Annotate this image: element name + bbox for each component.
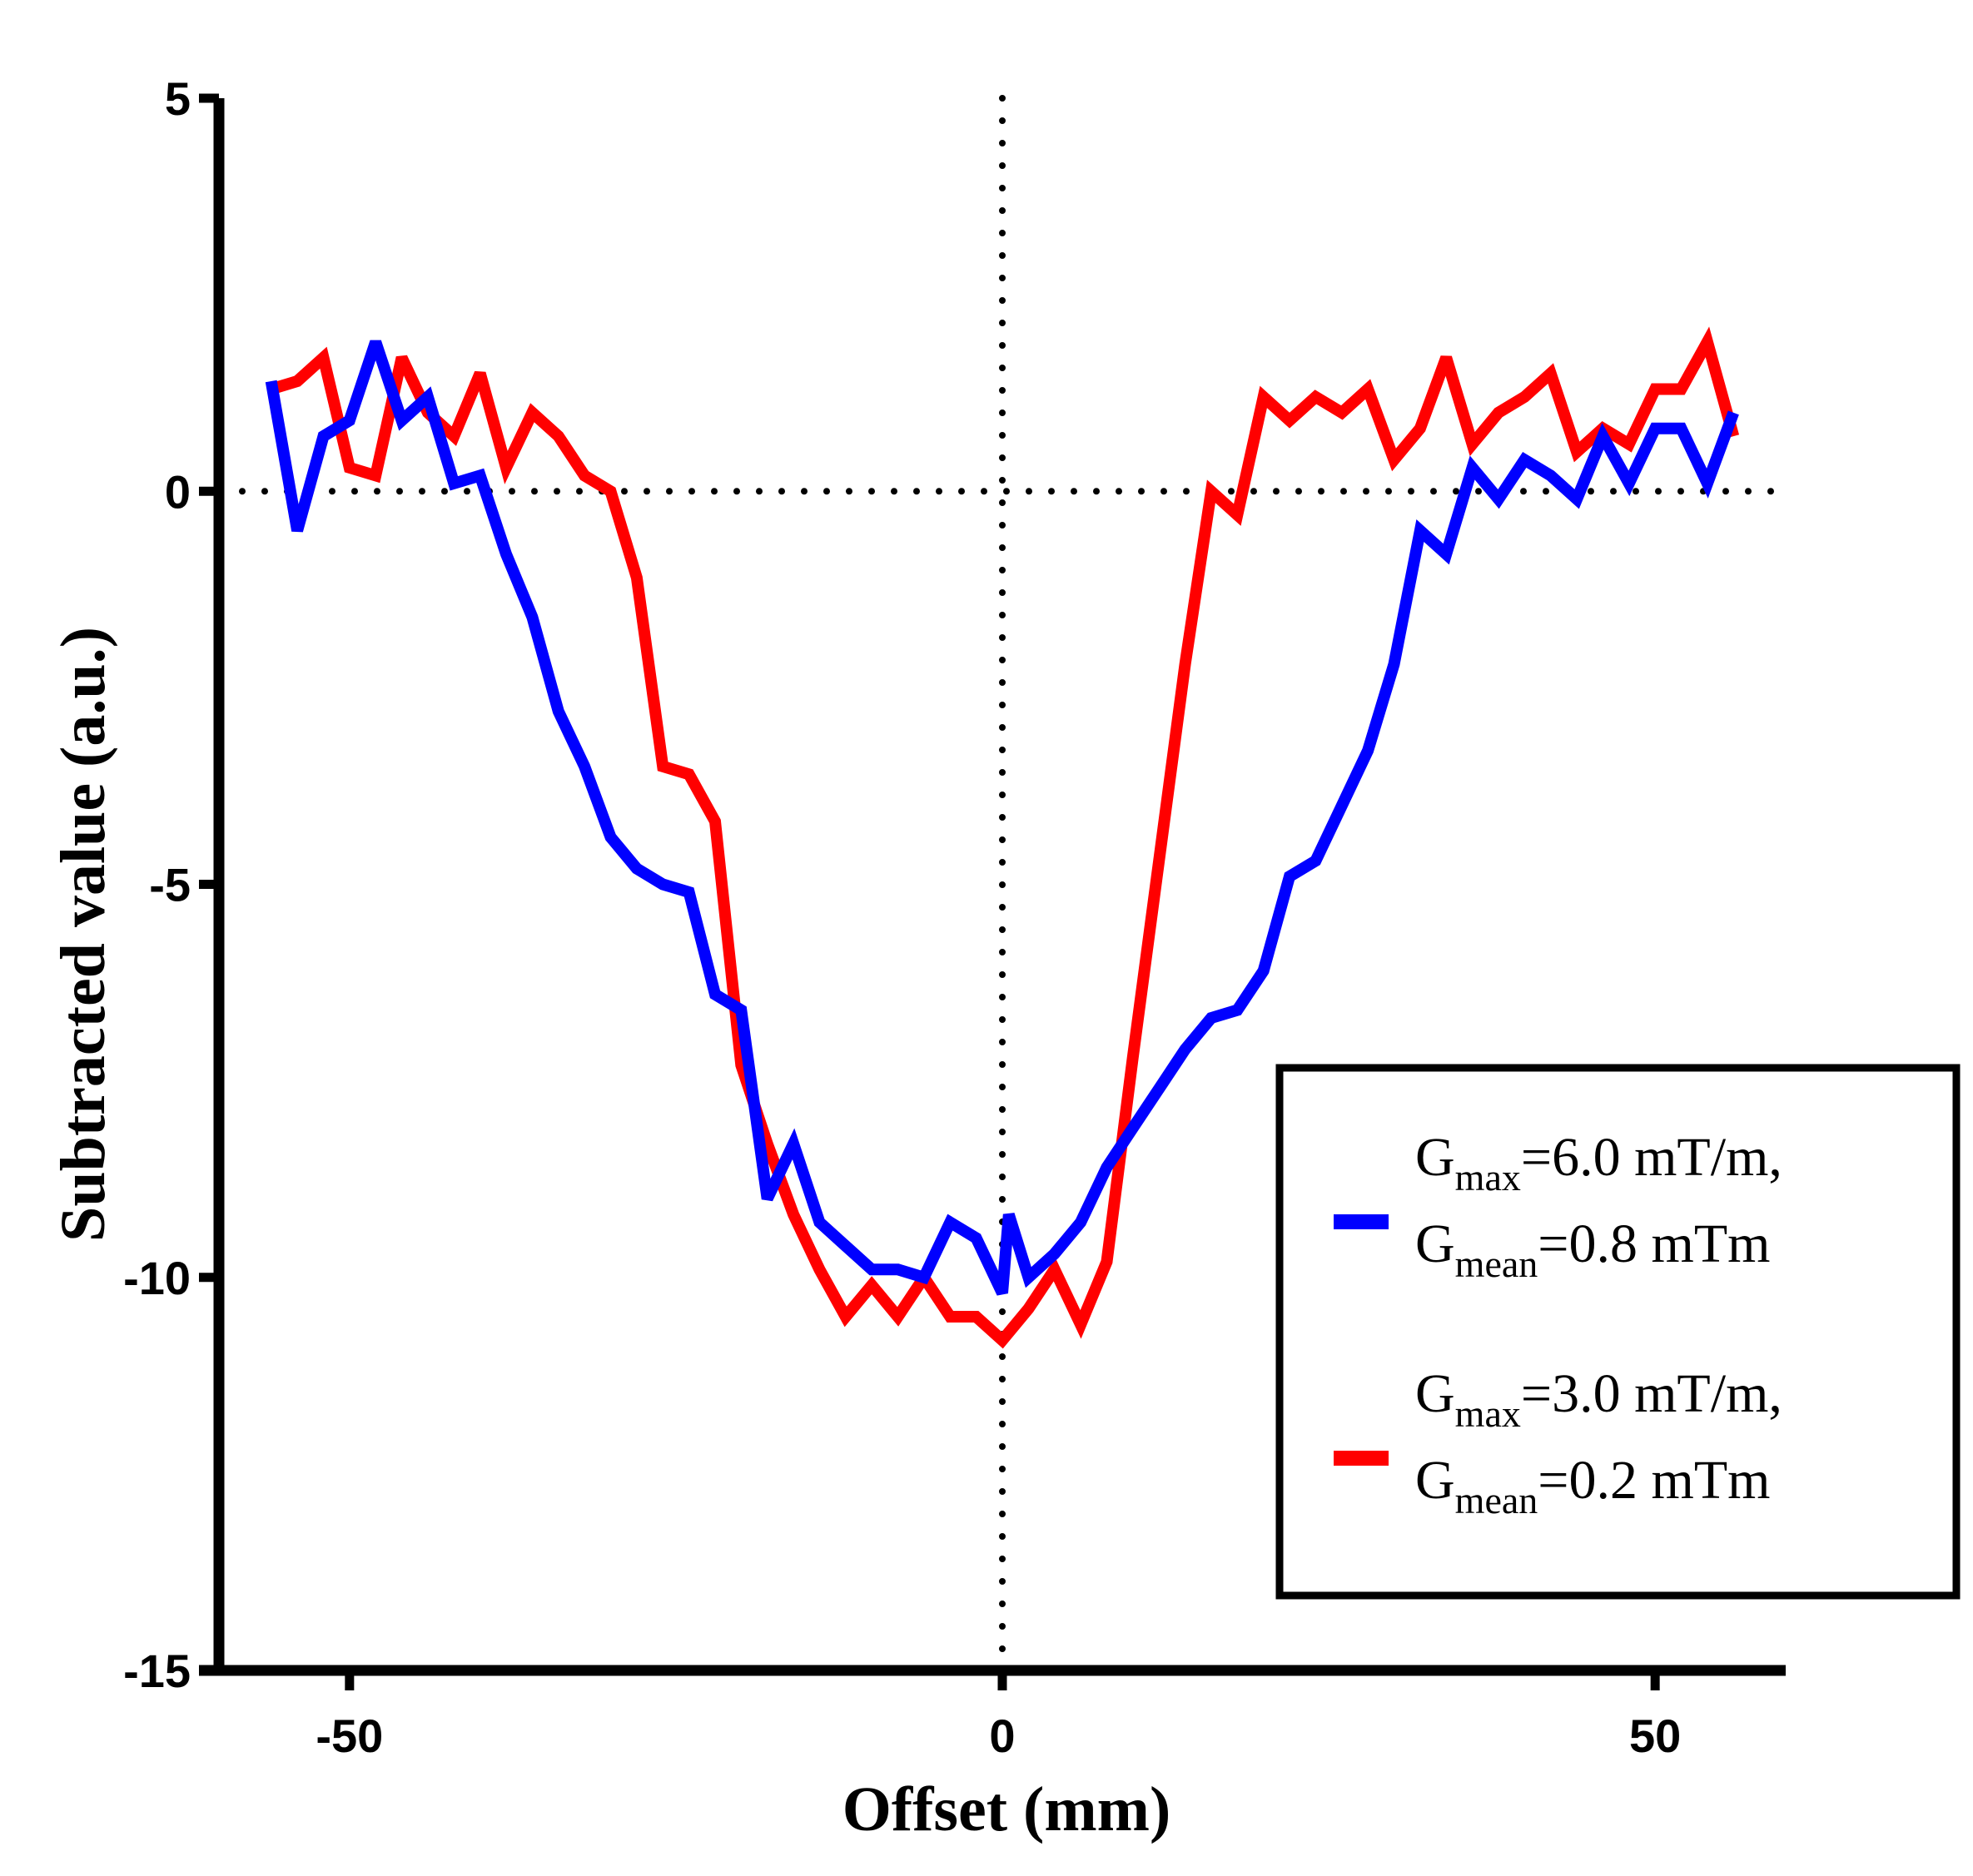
y-tick-label: 5 [165, 72, 191, 125]
x-tick-label: 50 [1629, 1710, 1681, 1762]
y-tick-label: 0 [165, 465, 191, 518]
series-line-1 [265, 340, 1739, 1296]
series-line-2 [269, 326, 1740, 1349]
legend-label: Gmean=0.8 mTm [1415, 1213, 1771, 1285]
x-tick-label: -50 [316, 1710, 383, 1762]
y-axis-title: Subtracted value (a.u.) [48, 627, 118, 1242]
x-ticks: -50 0 50 [316, 1670, 1681, 1762]
legend-label: Gmean=0.2 mTm [1415, 1450, 1771, 1521]
x-axis-title: Offset (mm) [842, 1774, 1171, 1844]
legend-items: Gmax=6.0 mT/m, Gmean=0.8 mTm Gmax=3.0 mT/m… [1334, 1127, 1782, 1521]
y-tick-label: -15 [123, 1645, 191, 1697]
series-group [265, 326, 1740, 1349]
y-tick-label: -10 [123, 1252, 191, 1304]
legend-label: Gmax=3.0 mT/m, [1415, 1363, 1782, 1435]
x-tick-label: 0 [989, 1710, 1015, 1762]
y-tick-label: -5 [149, 859, 191, 911]
y-ticks: 5 0 -5 -10 -15 [123, 72, 219, 1697]
legend: Gmax=6.0 mT/m, Gmean=0.8 mTm Gmax=3.0 mT/m… [1275, 1064, 1961, 1600]
legend-label: Gmax=6.0 mT/m, [1415, 1127, 1782, 1199]
legend-box [1275, 1064, 1961, 1600]
